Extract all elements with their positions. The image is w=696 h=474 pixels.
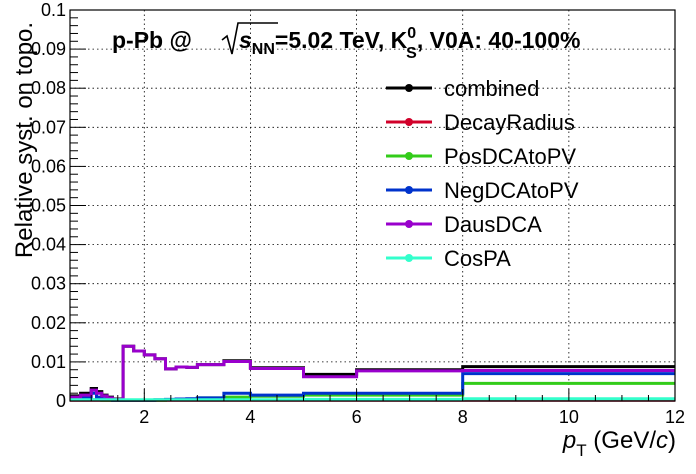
legend-label-PosDCAtoPV: PosDCAtoPV <box>444 144 576 169</box>
title-prefix: p-Pb @ <box>112 27 192 53</box>
title-energy: =5.02 TeV, K <box>275 27 408 53</box>
y-tick-label: 0.01 <box>31 352 66 372</box>
svg-text:sNN=5.02 TeV, K0S, V0A: 40-100: sNN=5.02 TeV, K0 S, V0A: 40-100% <box>239 25 580 62</box>
legend-marker-PosDCAtoPV <box>405 152 413 160</box>
legend-marker-DausDCA <box>405 220 413 228</box>
title-sqrt-sub: NN <box>252 41 275 58</box>
legend-label-combined: combined <box>444 76 539 101</box>
legend-marker-combined <box>405 84 413 92</box>
x-tick-label: 8 <box>458 407 468 427</box>
x-axis-label-sub: T <box>576 441 586 460</box>
chart-title: p-Pb @ sNN=5.02 TeV, K0 S, V0A: 40-100% <box>112 23 580 62</box>
legend-label-NegDCAtoPV: NegDCAtoPV <box>444 178 579 203</box>
legend-label-DausDCA: DausDCA <box>444 212 542 237</box>
x-tick-label: 4 <box>245 407 255 427</box>
legend-marker-CosPA <box>405 254 413 262</box>
y-tick-label: 0.1 <box>41 0 66 20</box>
series-layer <box>70 346 675 400</box>
title-suffix: , V0A: 40-100% <box>417 27 581 53</box>
x-axis-label-unit-post: ) <box>668 427 676 454</box>
legend-marker-NegDCAtoPV <box>405 186 413 194</box>
legend-label-CosPA: CosPA <box>444 246 511 271</box>
legend: combined DecayRadius PosDCAtoPV NegDCAtoPV D… <box>386 76 579 271</box>
title-particle-sub: S <box>406 45 417 62</box>
y-tick-label: 0 <box>56 391 66 411</box>
y-tick-label: 0.03 <box>31 274 66 294</box>
x-tick-label: 12 <box>665 407 685 427</box>
grid <box>70 10 675 401</box>
x-tick-label: 10 <box>559 407 579 427</box>
title-particle-sup: 0 <box>407 25 416 42</box>
x-tick-label: 6 <box>352 407 362 427</box>
legend-marker-DecayRadius <box>405 118 413 126</box>
y-axis-label: Relative syst. on topo. <box>11 22 38 258</box>
x-tick-label: 2 <box>139 407 149 427</box>
x-axis-label-unit-pre: (GeV/ <box>587 427 657 454</box>
series-line-CosPA <box>70 399 675 400</box>
x-axis-label: pT (GeV/c) <box>562 427 676 460</box>
x-axis-label-var: p <box>562 427 576 454</box>
title-sqrt-var: s <box>239 27 252 53</box>
y-tick-label: 0.02 <box>31 313 66 333</box>
legend-label-DecayRadius: DecayRadius <box>444 110 575 135</box>
x-axis-label-unit-var: c <box>656 427 668 454</box>
svg-text:p-Pb @: p-Pb @ <box>112 27 192 53</box>
tick-labels: 2 4 6 8 10 1200.010.020.030.040.050.060.070.0… <box>31 0 685 427</box>
